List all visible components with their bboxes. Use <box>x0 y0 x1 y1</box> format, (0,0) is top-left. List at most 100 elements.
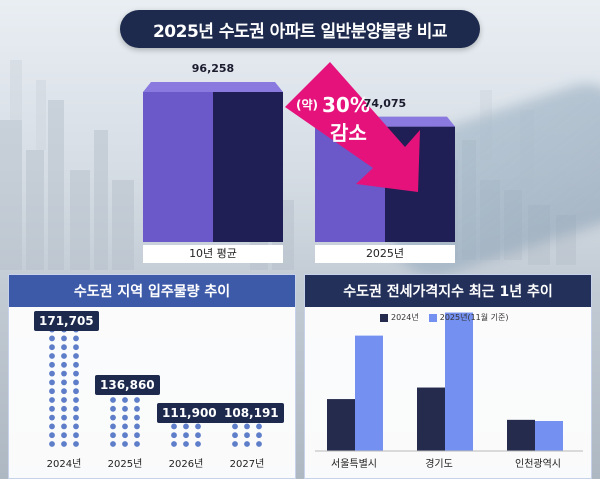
supply-dot <box>122 432 128 439</box>
supply-dot <box>256 432 262 439</box>
supply-dot <box>183 423 189 430</box>
supply-value-2026: 111,900 <box>157 403 222 423</box>
supply-dot <box>244 423 250 430</box>
supply-dot <box>110 397 116 403</box>
supply-dot <box>61 405 67 412</box>
bar-value-label-10yr: 96,258 <box>191 62 235 75</box>
supply-dot <box>195 441 201 447</box>
supply-dot <box>134 405 140 412</box>
supply-dot <box>61 361 67 368</box>
supply-dot <box>61 388 67 395</box>
supply-dot <box>73 361 79 368</box>
callout-prefix: (약) <box>296 97 318 112</box>
supply-dot <box>110 432 116 439</box>
supply-dot <box>110 423 116 430</box>
supply-dot <box>49 432 55 439</box>
supply-dot <box>73 423 79 430</box>
supply-year-2024: 2024년 <box>46 459 82 470</box>
callout-percent: 30% <box>322 93 370 117</box>
supply-dot <box>232 432 238 439</box>
bar-value-label-2025: 74,075 <box>363 96 407 110</box>
jeonse-index-panel: 수도권 전세가격지수 최근 1년 추이 서울특별시 경기도 인천광역시 <box>304 274 592 479</box>
supply-dot <box>232 441 238 447</box>
supply-dot <box>49 414 55 421</box>
supply-dot <box>134 432 140 439</box>
supply-dot <box>49 344 55 351</box>
supply-value-2025: 136,860 <box>95 375 160 395</box>
supply-dot <box>110 405 116 412</box>
supply-dot <box>73 432 79 439</box>
supply-dot <box>61 344 67 351</box>
jeonse-cat-gyeonggi: 경기도 <box>425 459 453 470</box>
supply-dot <box>183 441 189 447</box>
supply-dot <box>195 432 201 439</box>
top-chart-svg: (약) 30% 감소 <box>143 62 455 242</box>
supply-dot <box>73 388 79 395</box>
supply-dot <box>61 397 67 403</box>
supply-dot <box>171 441 177 447</box>
supply-dot <box>244 432 250 439</box>
supply-dot <box>232 423 238 430</box>
jeonse-cat-incheon: 인천광역시 <box>515 459 561 470</box>
supply-year-2027: 2027년 <box>229 459 265 470</box>
legend-label-2025: 2025년(11월 기준) <box>439 313 509 322</box>
supply-dot <box>49 361 55 368</box>
supply-dot <box>256 441 262 447</box>
supply-value-2024: 171,705 <box>34 311 99 331</box>
jeonse-legend: 2024년 2025년(11월 기준) <box>380 312 509 323</box>
supply-dot <box>61 379 67 386</box>
supply-dot <box>61 414 67 421</box>
supply-dot <box>134 423 140 430</box>
supply-trend-panel: 수도권 지역 입주물량 추이 171,705 136,860 111,900 1… <box>8 274 296 479</box>
supply-dot <box>134 414 140 421</box>
supply-year-2026: 2026년 <box>168 459 204 470</box>
supply-dot <box>49 388 55 395</box>
supply-dot <box>49 405 55 412</box>
legend-label-2024: 2024년 <box>391 313 419 322</box>
bar-front-0 <box>143 92 213 242</box>
supply-dot <box>122 441 128 447</box>
supply-value-2027: 108,191 <box>219 403 284 423</box>
supply-dot <box>49 379 55 386</box>
supply-dot <box>134 441 140 447</box>
supply-dot <box>49 423 55 430</box>
supply-dot <box>73 441 79 447</box>
bar-top-0 <box>143 82 283 92</box>
jeonse-cat-seoul: 서울특별시 <box>331 459 377 470</box>
supply-dot <box>61 423 67 430</box>
supply-dot <box>49 353 55 359</box>
supply-dot <box>49 335 55 342</box>
legend-swatch-2025 <box>428 313 437 322</box>
supply-dot <box>122 405 128 412</box>
jeonse-index-title: 수도권 전세가격지수 최근 1년 추이 <box>305 275 591 307</box>
jeonse-bar-1-2 <box>535 421 563 451</box>
supply-dot <box>73 379 79 386</box>
supply-dot <box>61 335 67 342</box>
jeonse-bar-0-1 <box>417 387 445 451</box>
supply-dot <box>49 441 55 447</box>
supply-dot <box>61 432 67 439</box>
supply-dot <box>256 423 262 430</box>
supply-dot <box>183 432 189 439</box>
category-label-10yr: 10년 평균 <box>143 245 283 263</box>
jeonse-bar-0-0 <box>327 399 355 451</box>
supply-dot <box>73 344 79 351</box>
supply-dot <box>73 335 79 342</box>
supply-dot <box>171 423 177 430</box>
supply-dot <box>195 423 201 430</box>
legend-item-2025: 2025년(11월 기준) <box>428 312 509 323</box>
supply-dot <box>73 353 79 359</box>
decrease-arrow <box>285 62 420 192</box>
supply-dot <box>122 414 128 421</box>
jeonse-bar-1-0 <box>355 335 383 451</box>
callout-text: 감소 <box>330 121 367 145</box>
supply-dot <box>110 414 116 421</box>
bar-side-0 <box>213 92 283 242</box>
category-label-2025: 2025년 <box>315 245 455 263</box>
page-title: 2025년 수도권 아파트 일반분양물량 비교 <box>120 10 480 48</box>
top-comparison-chart: (약) 30% 감소 96,258 74,075 10년 평균 2025년 <box>0 52 600 267</box>
supply-dot <box>73 414 79 421</box>
supply-dot <box>73 405 79 412</box>
supply-dot <box>122 397 128 403</box>
supply-dot <box>61 370 67 377</box>
